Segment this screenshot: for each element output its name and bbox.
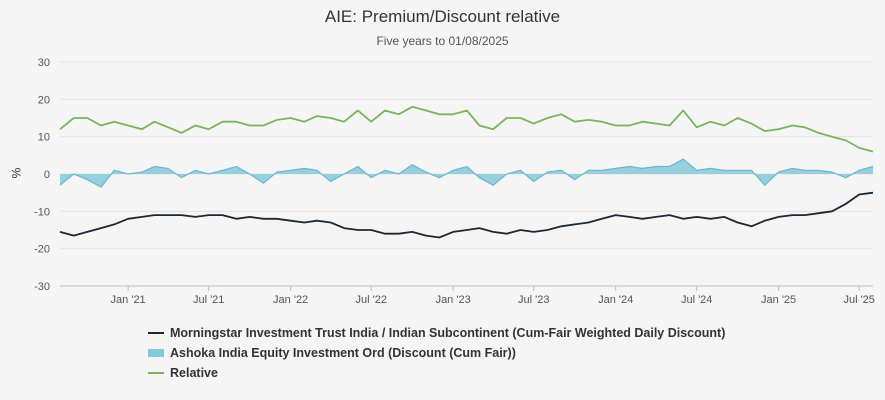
- x-tick-label: Jul '24: [681, 294, 712, 306]
- legend-item-relative[interactable]: Relative: [148, 363, 725, 383]
- x-tick-label: Jan '24: [598, 294, 633, 306]
- x-tick-label: Jul '25: [843, 294, 874, 306]
- series-area-ashoka[interactable]: [60, 159, 873, 188]
- legend: Morningstar Investment Trust India / Ind…: [148, 323, 725, 383]
- x-tick-label: Jan '25: [761, 294, 796, 306]
- chart-subtitle: Five years to 01/08/2025: [376, 34, 509, 48]
- series-layer: [59, 105, 874, 239]
- x-tick-label: Jul '22: [355, 294, 386, 306]
- series-line-ashoka[interactable]: [59, 158, 874, 188]
- y-tick-label: 30: [38, 57, 50, 69]
- x-tick-label: Jul '21: [193, 294, 224, 306]
- y-tick-label: -10: [34, 206, 50, 218]
- legend-swatch-ashoka: [148, 349, 164, 357]
- legend-label-morningstar: Morningstar Investment Trust India / Ind…: [170, 326, 726, 340]
- y-tick-label: 20: [38, 94, 50, 106]
- x-tick-label: Jan '22: [273, 294, 308, 306]
- x-tick-label: Jan '21: [111, 294, 146, 306]
- legend-swatch-morningstar: [148, 332, 164, 334]
- legend-item-ashoka[interactable]: Ashoka India Equity Investment Ord (Disc…: [148, 343, 725, 363]
- legend-swatch-relative: [148, 372, 164, 374]
- x-tick-label: Jul '23: [518, 294, 549, 306]
- legend-label-relative: Relative: [170, 366, 218, 380]
- series-line-relative[interactable]: [59, 105, 874, 153]
- axes: 30 20 10 0 -10 -20 -30 Jan '21 Jul '21 Jan '22 Jul…: [34, 57, 875, 306]
- y-tick-label: 0: [44, 169, 50, 181]
- series-line-morningstar[interactable]: [59, 191, 874, 239]
- chart-title: AIE: Premium/Discount relative: [324, 7, 561, 26]
- y-tick-label: 10: [38, 132, 50, 144]
- legend-label-ashoka: Ashoka India Equity Investment Ord (Disc…: [170, 346, 516, 360]
- legend-item-morningstar[interactable]: Morningstar Investment Trust India / Ind…: [148, 323, 725, 343]
- y-tick-label: -30: [34, 281, 50, 293]
- y-tick-label: -20: [34, 244, 50, 256]
- x-tick-label: Jan '23: [436, 294, 471, 306]
